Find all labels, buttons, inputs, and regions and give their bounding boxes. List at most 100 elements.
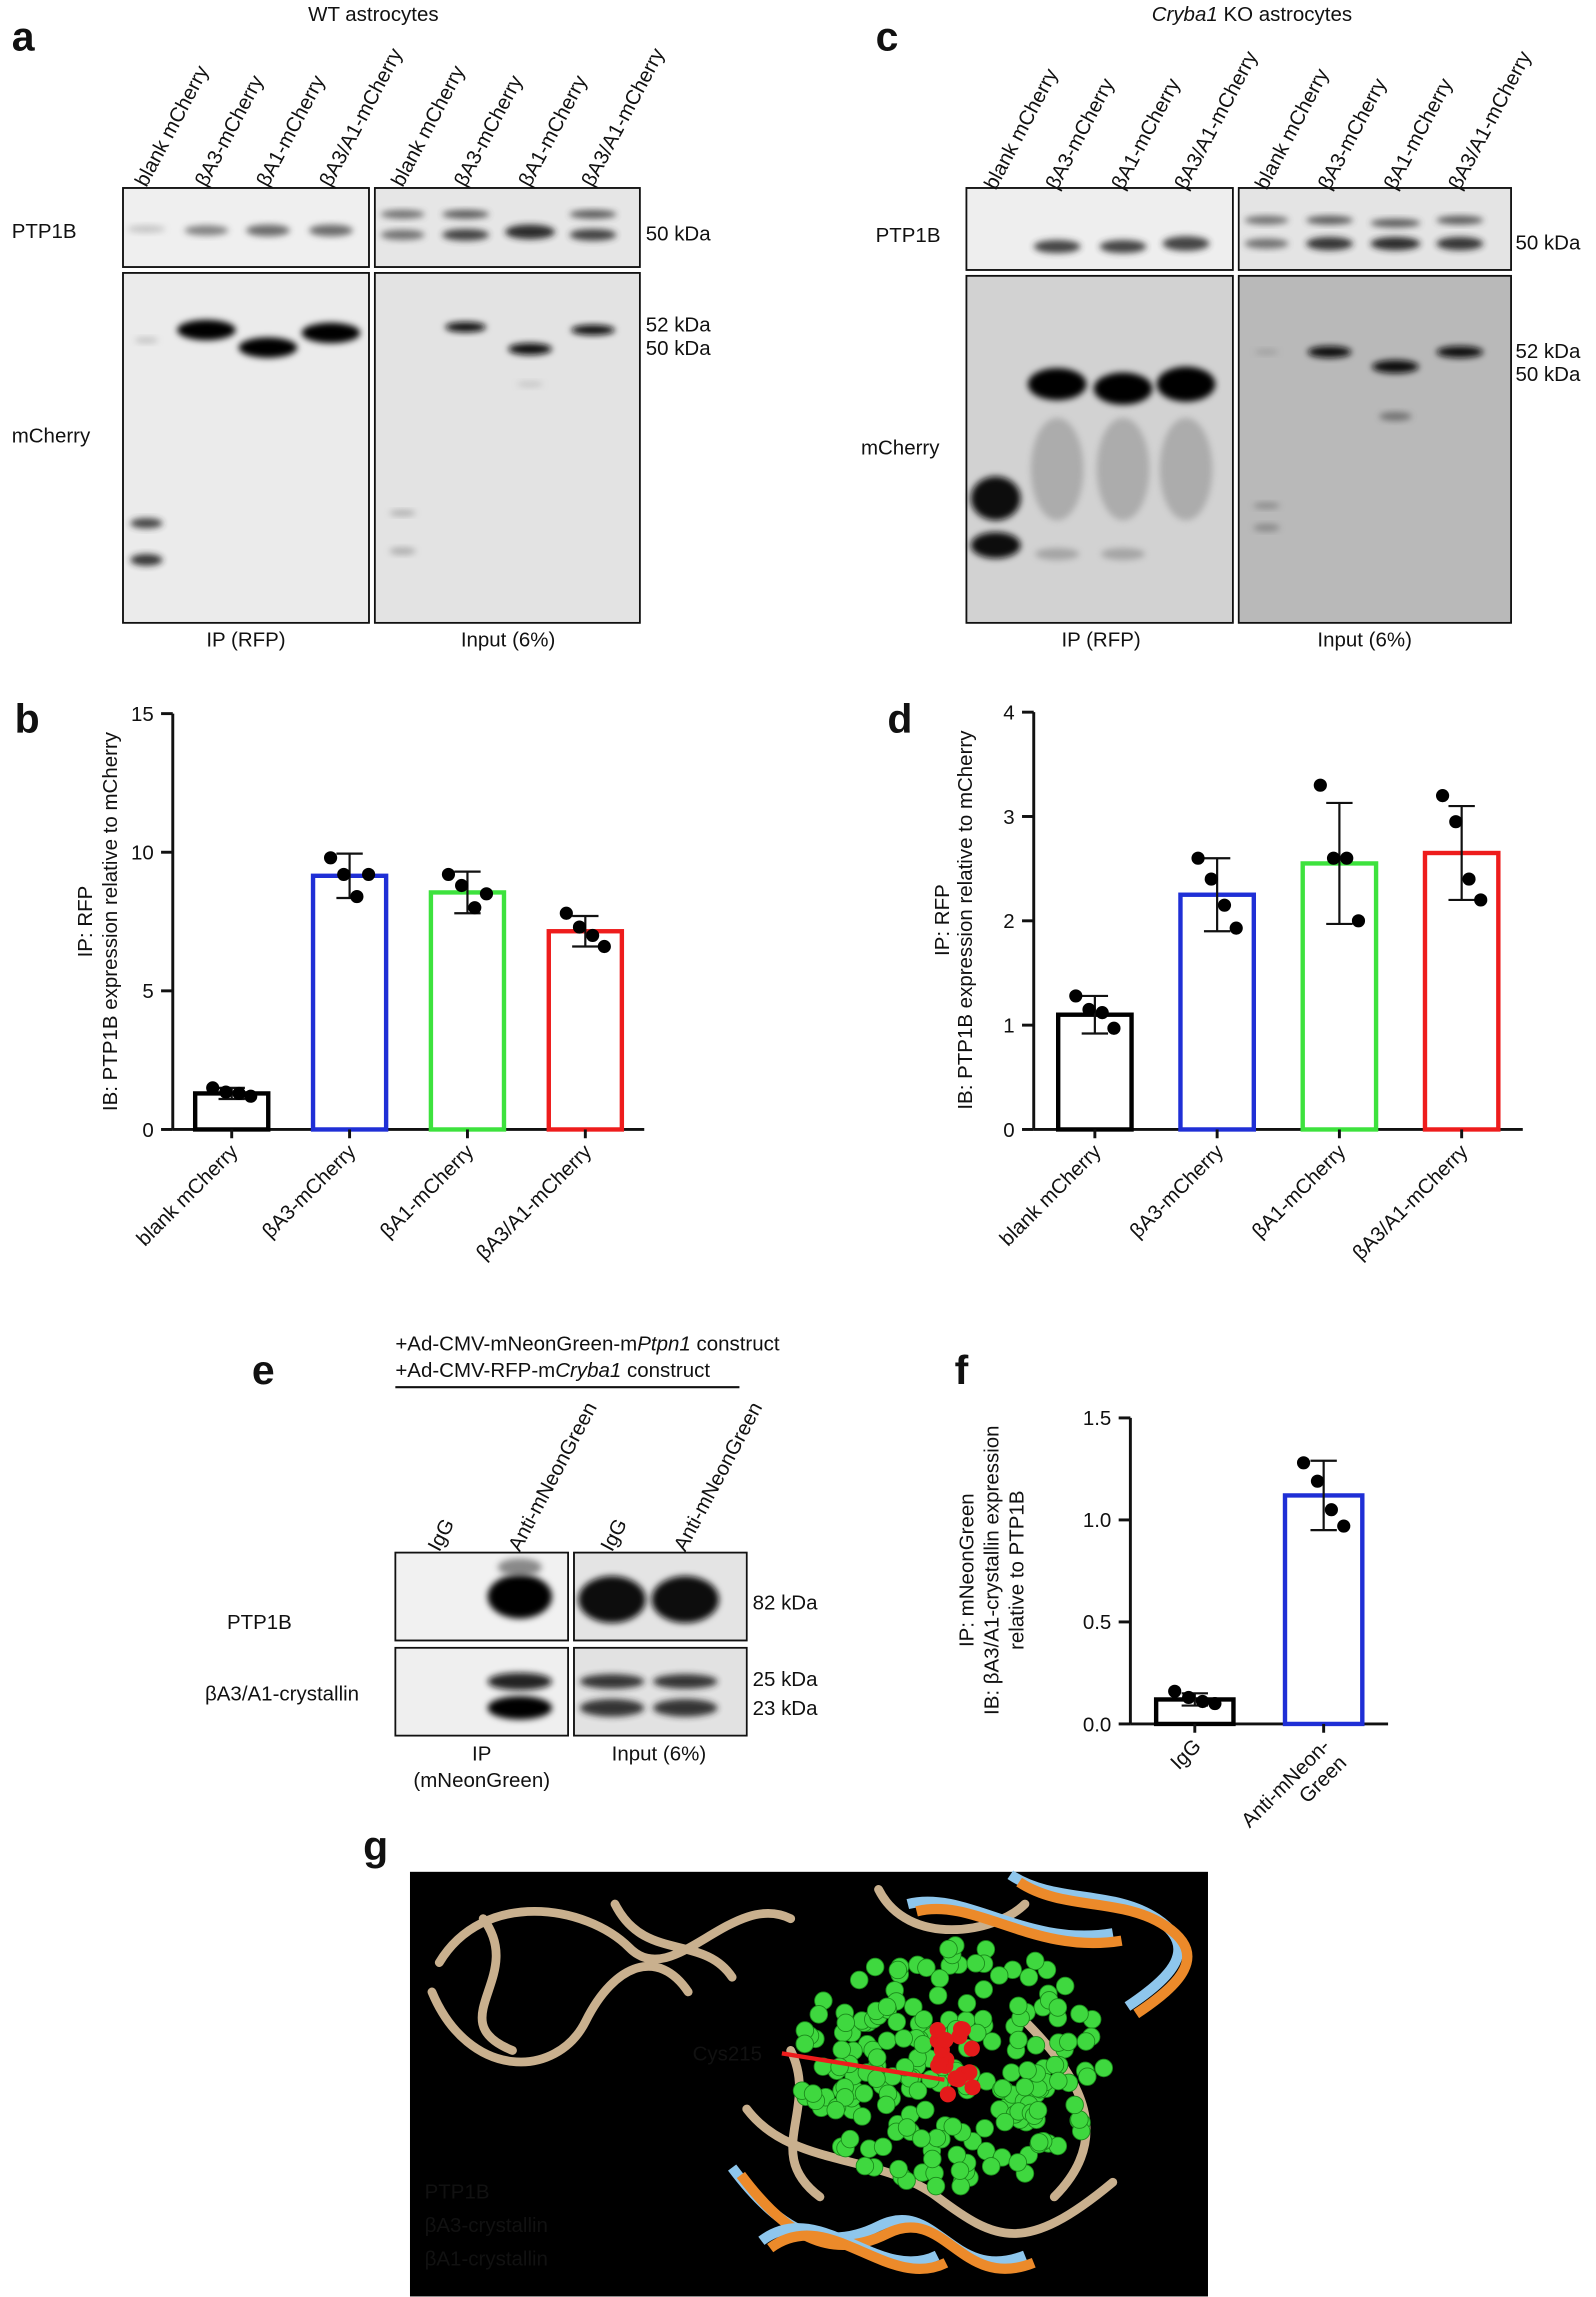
atom: [1026, 2036, 1046, 2055]
blot-band: [130, 554, 163, 566]
y-axis-label: IB: βA3/A1-crystallin expression: [981, 1425, 1004, 1715]
panel-label: e: [252, 1347, 275, 1393]
atom: [939, 2086, 956, 2103]
x-tick-label: βA3-mCherry: [258, 1140, 361, 1243]
atom: [963, 2040, 980, 2057]
data-point: [1082, 1002, 1096, 1017]
blot-band: [579, 1674, 645, 1689]
panel-label: c: [876, 13, 899, 59]
data-point: [1340, 851, 1354, 865]
y-tick-label: 0: [1003, 1119, 1014, 1142]
panel-label: a: [12, 13, 36, 59]
ribbon: [915, 1903, 1123, 1949]
ribbon: [427, 1961, 693, 2067]
construct-line-part: construct: [691, 1333, 780, 1356]
atom: [914, 2010, 933, 2029]
blot-band: [1379, 411, 1412, 421]
atom: [913, 2035, 933, 2054]
blot-band: [487, 1696, 553, 1720]
construct-line-part: Cryba1: [555, 1359, 621, 1382]
x-tick-label: Anti-mNeon-Green: [1237, 1735, 1351, 1849]
blot-band: [505, 224, 555, 240]
legend-entry: βA3-crystallin: [425, 2214, 548, 2237]
blot-band: [1244, 238, 1289, 249]
atom: [888, 1960, 908, 1980]
blot-band: [970, 532, 1021, 559]
lane-label: βA1-mCherry: [1380, 74, 1458, 193]
atom: [916, 2100, 935, 2120]
blot-band: [380, 209, 425, 219]
data-point: [1474, 893, 1488, 907]
atom: [894, 2029, 913, 2048]
group-label: IP: [472, 1743, 491, 1766]
mw-marker: 50 kDa: [646, 337, 712, 360]
atom: [1030, 2133, 1049, 2152]
group-label: Input (6%): [461, 628, 556, 651]
blot-image: [573, 1647, 748, 1737]
blot-frame: [1237, 187, 1512, 271]
blot-band: [1156, 366, 1216, 402]
blot-band: [177, 319, 236, 341]
blot-band: [651, 1576, 719, 1623]
data-point: [244, 1089, 258, 1103]
atom: [982, 2032, 1002, 2051]
blot-band: [1030, 417, 1084, 521]
mw-marker: 23 kDa: [753, 1697, 819, 1720]
atom: [850, 1970, 869, 1990]
blot-band: [1254, 349, 1279, 355]
atom: [954, 2021, 971, 2038]
data-point: [441, 867, 456, 882]
x-tick-label: blank mCherry: [132, 1140, 243, 1251]
atom: [809, 2005, 829, 2024]
blot-band: [571, 324, 615, 336]
construct-line-part: Ptpn1: [637, 1333, 691, 1356]
data-point: [1326, 851, 1341, 865]
atom: [930, 2057, 947, 2074]
x-tick-label: IgG: [1166, 1735, 1206, 1775]
blot-band: [569, 228, 617, 241]
blot-frame: [373, 187, 641, 268]
blot-band: [442, 228, 490, 241]
blot-band: [653, 1674, 718, 1689]
blot-band: [301, 322, 361, 344]
data-point: [206, 1081, 220, 1095]
data-point: [350, 890, 364, 904]
group-label: (mNeonGreen): [413, 1769, 550, 1792]
construct-line-part: +Ad-CMV-mNeonGreen-m: [395, 1333, 637, 1356]
atom: [968, 2023, 987, 2043]
blot-title: Cryba1 KO astrocytes: [1152, 3, 1352, 26]
blot-band: [1253, 524, 1280, 532]
data-point: [1435, 789, 1450, 803]
atom: [912, 2129, 931, 2148]
data-point: [1204, 872, 1218, 886]
lane-label: βA3-mCherry: [450, 71, 528, 190]
blot-image: [374, 187, 641, 268]
mw-marker: 25 kDa: [753, 1668, 819, 1691]
y-tick-label: 0.0: [1083, 1713, 1111, 1736]
atom: [876, 2095, 896, 2115]
atom: [1078, 2067, 1097, 2086]
data-point: [232, 1086, 246, 1101]
blot-band: [569, 209, 617, 219]
y-tick-label: 0: [142, 1119, 153, 1142]
atom: [877, 1997, 897, 2017]
blot-band: [1093, 372, 1153, 405]
y-tick-label: 2: [1003, 910, 1014, 933]
blot-band: [653, 1699, 718, 1717]
blot-band: [1035, 548, 1080, 560]
blot-frame: [373, 272, 641, 624]
group-label: Input (6%): [612, 1743, 707, 1766]
y-axis-label: IB: PTP1B expression relative to mCherry: [99, 731, 122, 1111]
bar: [310, 873, 389, 1132]
data-point: [1449, 815, 1463, 829]
data-point: [1310, 1474, 1325, 1488]
data-point: [559, 906, 573, 920]
blot-band: [1306, 237, 1353, 251]
blot-frame: [1237, 274, 1512, 624]
atom: [928, 1986, 948, 2005]
atom: [937, 2032, 954, 2049]
blot-band: [1370, 218, 1421, 228]
blot-frame: [394, 1551, 569, 1642]
row-label: PTP1B: [12, 220, 77, 243]
mw-marker: 50 kDa: [1515, 363, 1581, 386]
